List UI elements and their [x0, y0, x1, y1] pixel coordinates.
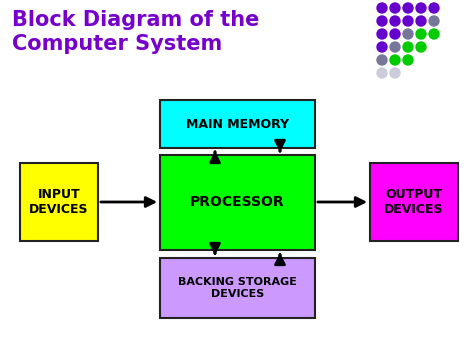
Circle shape [377, 29, 387, 39]
Text: INPUT
DEVICES: INPUT DEVICES [29, 188, 89, 216]
Text: PROCESSOR: PROCESSOR [190, 196, 285, 209]
Text: OUTPUT
DEVICES: OUTPUT DEVICES [384, 188, 444, 216]
Bar [160, 155, 315, 250]
Circle shape [403, 42, 413, 52]
Circle shape [377, 42, 387, 52]
Circle shape [390, 29, 400, 39]
Circle shape [403, 3, 413, 13]
Text: BACKING STORAGE
DEVICES: BACKING STORAGE DEVICES [178, 277, 297, 299]
Circle shape [390, 42, 400, 52]
Circle shape [416, 29, 426, 39]
Text: MAIN MEMORY: MAIN MEMORY [186, 118, 289, 131]
Circle shape [403, 16, 413, 26]
Circle shape [377, 16, 387, 26]
Bar [370, 163, 458, 241]
Bar [160, 100, 315, 148]
Bar [160, 258, 315, 318]
Circle shape [403, 55, 413, 65]
Circle shape [390, 55, 400, 65]
Circle shape [429, 29, 439, 39]
Circle shape [416, 16, 426, 26]
Bar [20, 163, 98, 241]
Circle shape [377, 68, 387, 78]
Circle shape [416, 3, 426, 13]
Circle shape [390, 16, 400, 26]
Circle shape [390, 68, 400, 78]
Circle shape [377, 3, 387, 13]
Circle shape [429, 3, 439, 13]
Circle shape [429, 16, 439, 26]
Circle shape [390, 3, 400, 13]
Text: Block Diagram of the
Computer System: Block Diagram of the Computer System [12, 10, 259, 54]
Circle shape [403, 29, 413, 39]
Circle shape [416, 42, 426, 52]
Circle shape [377, 55, 387, 65]
